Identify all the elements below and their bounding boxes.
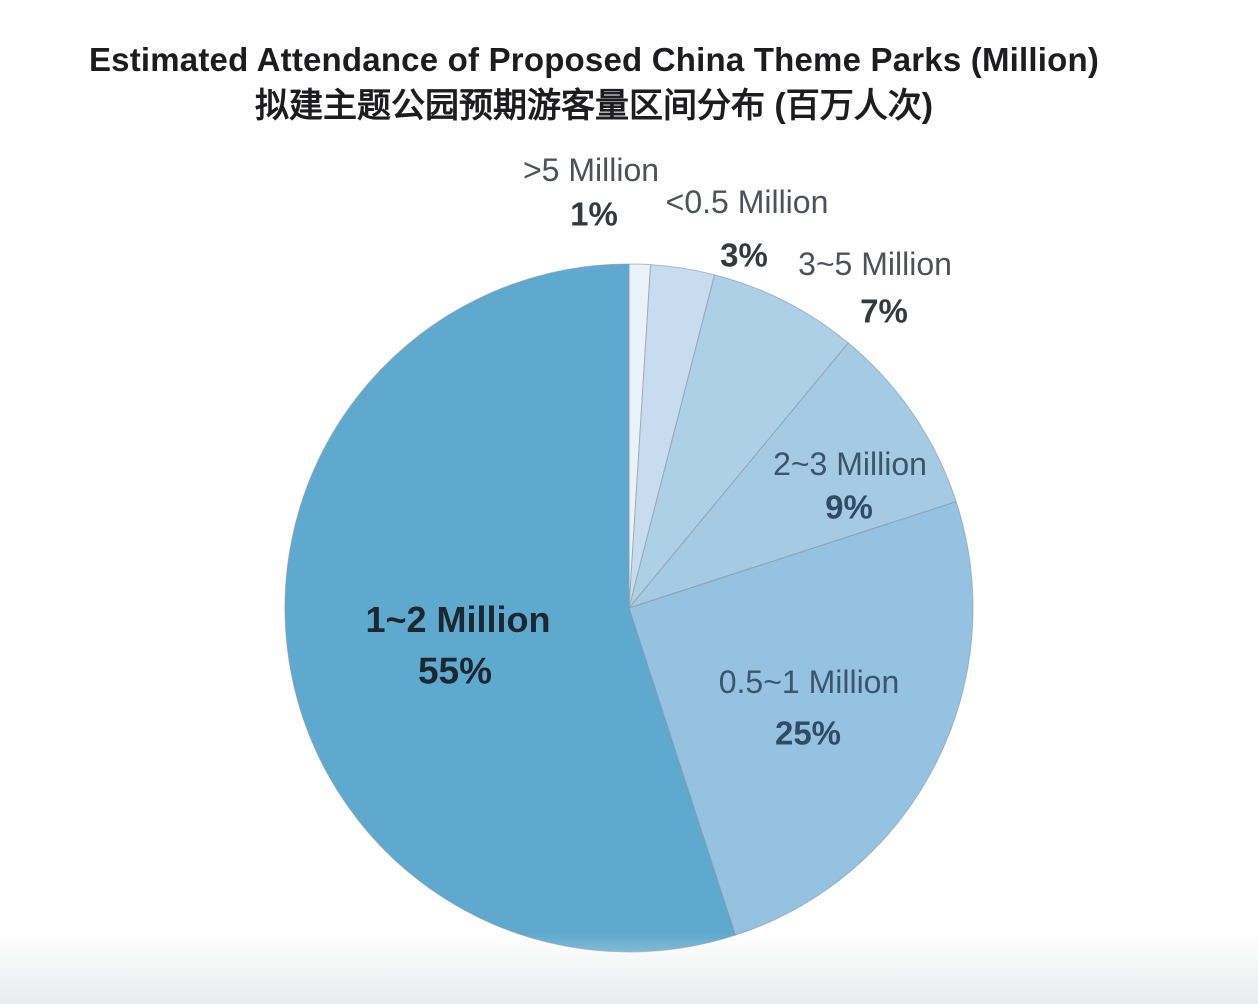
pie-slice-2	[628, 274, 849, 609]
pie-slice-3	[628, 342, 957, 609]
pie-slices-group	[284, 263, 974, 953]
chart-subtitle: 拟建主题公园预期游客量区间分布 (百万人次)	[254, 86, 934, 125]
chart-header: Estimated Attendance of Proposed China T…	[0, 40, 1188, 126]
chart-title: Estimated Attendance of Proposed China T…	[88, 41, 1100, 78]
pie-slice-4	[628, 501, 974, 936]
